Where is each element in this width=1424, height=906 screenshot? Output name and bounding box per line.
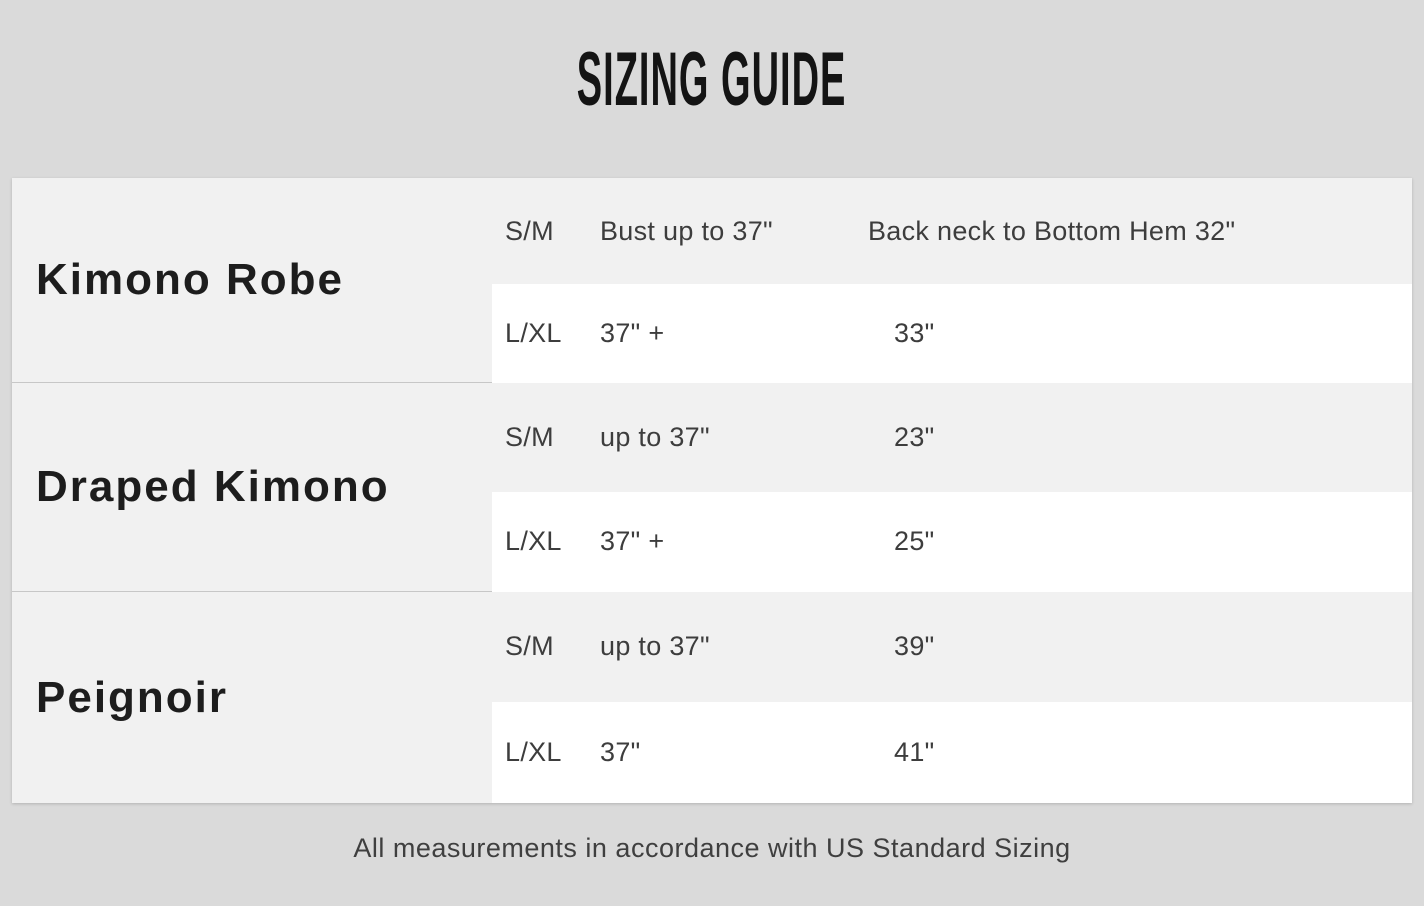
size-row-sm: S/M up to 37" 23" [492, 383, 1412, 492]
product-section-peignoir: Peignoir S/M up to 37" 39" L/XL 37" 41" [12, 592, 1412, 803]
size-label: S/M [505, 215, 554, 246]
bust-value: up to 37" [600, 631, 710, 662]
size-label: L/XL [505, 526, 562, 557]
length-value: 23" [894, 421, 935, 452]
product-section-draped-kimono: Draped Kimono S/M up to 37" 23" L/XL 37"… [12, 383, 1412, 592]
size-label: L/XL [505, 318, 562, 349]
size-label: L/XL [505, 736, 562, 767]
length-value: 33" [894, 318, 935, 349]
size-label: S/M [505, 421, 554, 452]
page-title-wrap: SIZING GUIDE [0, 42, 1424, 118]
size-row-lxl: L/XL 37" + 25" [492, 491, 1412, 592]
length-value: 25" [894, 526, 935, 557]
product-rows: S/M up to 37" 39" L/XL 37" 41" [492, 592, 1412, 803]
length-value: 41" [894, 736, 935, 767]
bust-value: 37" + [600, 318, 665, 349]
bust-value: 37" [600, 736, 641, 767]
measurements-footnote: All measurements in accordance with US S… [353, 833, 1071, 863]
bust-value: Bust up to 37" [600, 215, 773, 246]
length-value: Back neck to Bottom Hem 32" [868, 215, 1236, 246]
product-rows: S/M Bust up to 37" Back neck to Bottom H… [492, 178, 1412, 383]
size-label: S/M [505, 631, 554, 662]
bust-value: 37" + [600, 526, 665, 557]
product-section-kimono-robe: Kimono Robe S/M Bust up to 37" Back neck… [12, 178, 1412, 383]
product-name: Peignoir [36, 672, 229, 722]
size-row-lxl: L/XL 37" 41" [492, 701, 1412, 803]
page-title: SIZING GUIDE [577, 37, 847, 122]
length-value: 39" [894, 631, 935, 662]
product-name: Draped Kimono [12, 383, 492, 592]
size-row-sm: S/M Bust up to 37" Back neck to Bottom H… [492, 178, 1412, 284]
size-row-lxl: L/XL 37" + 33" [492, 284, 1412, 383]
product-rows: S/M up to 37" 23" L/XL 37" + 25" [492, 383, 1412, 592]
size-row-sm: S/M up to 37" 39" [492, 592, 1412, 702]
sizing-table: Kimono Robe S/M Bust up to 37" Back neck… [12, 178, 1412, 803]
product-name: Kimono Robe [12, 178, 492, 383]
bust-value: up to 37" [600, 421, 710, 452]
